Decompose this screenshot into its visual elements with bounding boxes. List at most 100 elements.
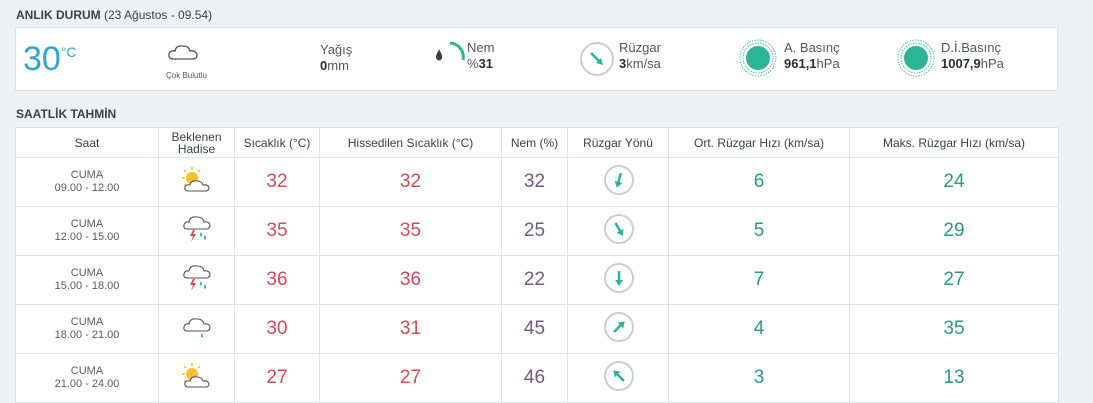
table-row: CUMA 21.00 - 24.00 27 27 46 3 13: [15, 353, 1059, 403]
header-max-wind: Maks. Rüzgar Hızı (km/sa): [849, 127, 1059, 158]
wind-arrow-icon: [603, 311, 634, 342]
time-cell: CUMA 21.00 - 24.00: [15, 353, 159, 403]
wind-stat: Rüzgar 3km/sa: [619, 40, 661, 73]
humidity-cell: 25: [501, 206, 568, 256]
header-feels: Hissedilen Sıcaklık (°C): [319, 127, 502, 158]
sea-pressure-unit: hPa: [980, 56, 1004, 71]
wind-arrow-icon: [603, 213, 634, 244]
wind-arrow-icon: [603, 262, 634, 293]
wind-label: Rüzgar: [619, 40, 661, 55]
time-range: 15.00 - 18.00: [54, 280, 120, 292]
wind-dir-cell: [567, 255, 669, 305]
day-label: CUMA: [70, 218, 104, 230]
day-label: CUMA: [70, 169, 104, 181]
wind-dir-cell: [567, 304, 669, 354]
pressure-label: A. Basınç: [784, 40, 840, 55]
current-timestamp: (23 Ağustos - 09.54): [104, 8, 213, 22]
day-label: CUMA: [70, 316, 104, 328]
current-temp-value: 30: [23, 40, 61, 78]
day-label: CUMA: [70, 365, 104, 377]
condition-label: Çok Bulutlu: [166, 71, 207, 80]
table-row: CUMA 09.00 - 12.00 32 32 32 6 24: [15, 157, 1059, 207]
humidity-gauge-icon: [435, 41, 465, 61]
sea-pressure-icon: [897, 39, 935, 77]
feels-cell: 27: [319, 353, 502, 403]
current-condition: Çok Bulutlu: [166, 42, 226, 80]
header-temp: Sıcaklık (°C): [234, 127, 320, 158]
rain-amount: 0: [320, 58, 328, 73]
event-cell: [158, 304, 235, 354]
time-cell: CUMA 12.00 - 15.00: [15, 206, 159, 256]
table-row: CUMA 18.00 - 21.00 30 31 45 4 35: [15, 304, 1059, 354]
max-wind-cell: 13: [849, 353, 1059, 403]
header-humidity: Nem (%): [501, 127, 568, 158]
time-range: 09.00 - 12.00: [54, 182, 120, 194]
avg-wind-cell: 6: [668, 157, 850, 207]
avg-wind-cell: 7: [668, 255, 850, 305]
rain-stat: Yağış 0mm: [320, 42, 352, 75]
time-cell: CUMA 18.00 - 21.00: [15, 304, 159, 354]
pressure-value: 961,1hPa: [784, 56, 840, 71]
humidity-label: Nem: [467, 40, 495, 55]
time-range: 12.00 - 15.00: [54, 231, 120, 243]
wind-arrow-icon: [603, 360, 634, 391]
time-cell: CUMA 15.00 - 18.00: [15, 255, 159, 305]
header-event-line1: Beklenen: [171, 129, 222, 144]
max-wind-cell: 29: [849, 206, 1059, 256]
event-cell: [158, 255, 235, 305]
wind-arrow-icon: [603, 164, 634, 195]
wind-value: 3km/sa: [619, 56, 661, 71]
rain-value: 0mm: [320, 58, 349, 73]
time-range: 21.00 - 24.00: [54, 378, 120, 390]
feels-cell: 35: [319, 206, 502, 256]
humidity-cell: 45: [501, 304, 568, 354]
current-title-text: ANLIK DURUM: [16, 8, 101, 22]
event-cell: [158, 353, 235, 403]
humidity-stat: Nem %31: [467, 40, 494, 73]
avg-wind-cell: 5: [668, 206, 850, 256]
max-wind-cell: 24: [849, 157, 1059, 207]
humidity-value: %31: [467, 56, 493, 71]
cloud-rain-icon: [180, 317, 214, 345]
table-header-row: Saat Beklenen Hadise Sıcaklık (°C) Hissed…: [15, 127, 1059, 158]
day-label: CUMA: [70, 267, 104, 279]
header-event: Beklenen Hadise: [158, 127, 235, 158]
sea-pressure-amount: 1007,9: [941, 56, 981, 71]
pressure-amount: 961,1: [784, 56, 817, 71]
pressure-unit: hPa: [816, 56, 840, 71]
avg-wind-cell: 4: [668, 304, 850, 354]
event-cell: [158, 206, 235, 256]
header-event-line2: Hadise: [177, 141, 216, 156]
current-conditions-panel: 30°C Çok Bulutlu Yağış 0mm Nem %31 Rüzga…: [15, 27, 1058, 91]
temp-cell: 36: [234, 255, 320, 305]
cloud-icon: [168, 45, 198, 60]
feels-cell: 36: [319, 255, 502, 305]
header-wind-dir: Rüzgar Yönü: [567, 127, 669, 158]
header-time: Saat: [15, 127, 159, 158]
feels-cell: 31: [319, 304, 502, 354]
temp-cell: 27: [234, 353, 320, 403]
wind-dir-cell: [567, 353, 669, 403]
feels-cell: 32: [319, 157, 502, 207]
wind-direction-icon: [580, 42, 614, 76]
rain-label: Yağış: [320, 42, 353, 57]
humidity-amount: 31: [478, 56, 494, 71]
humidity-cell: 32: [501, 157, 568, 207]
temp-cell: 35: [234, 206, 320, 256]
current-temp-unit: °C: [60, 44, 77, 60]
max-wind-cell: 27: [849, 255, 1059, 305]
rain-unit: mm: [327, 58, 349, 73]
sea-pressure-stat: D.İ.Basınç 1007,9hPa: [941, 40, 1004, 73]
current-temperature: 30°C: [23, 40, 77, 79]
pressure-stat: A. Basınç 961,1hPa: [784, 40, 840, 73]
time-range: 18.00 - 21.00: [54, 329, 120, 341]
max-wind-cell: 35: [849, 304, 1059, 354]
table-row: CUMA 15.00 - 18.00 36 36 22 7 27: [15, 255, 1059, 305]
temp-cell: 30: [234, 304, 320, 354]
temp-cell: 32: [234, 157, 320, 207]
wind-speed: 3: [619, 56, 627, 71]
thunderstorm-icon: [180, 215, 214, 249]
sea-pressure-value: 1007,9hPa: [941, 56, 1004, 71]
current-section-title: ANLIK DURUM (23 Ağustos - 09.54): [16, 8, 212, 22]
wind-unit: km/sa: [626, 56, 661, 71]
